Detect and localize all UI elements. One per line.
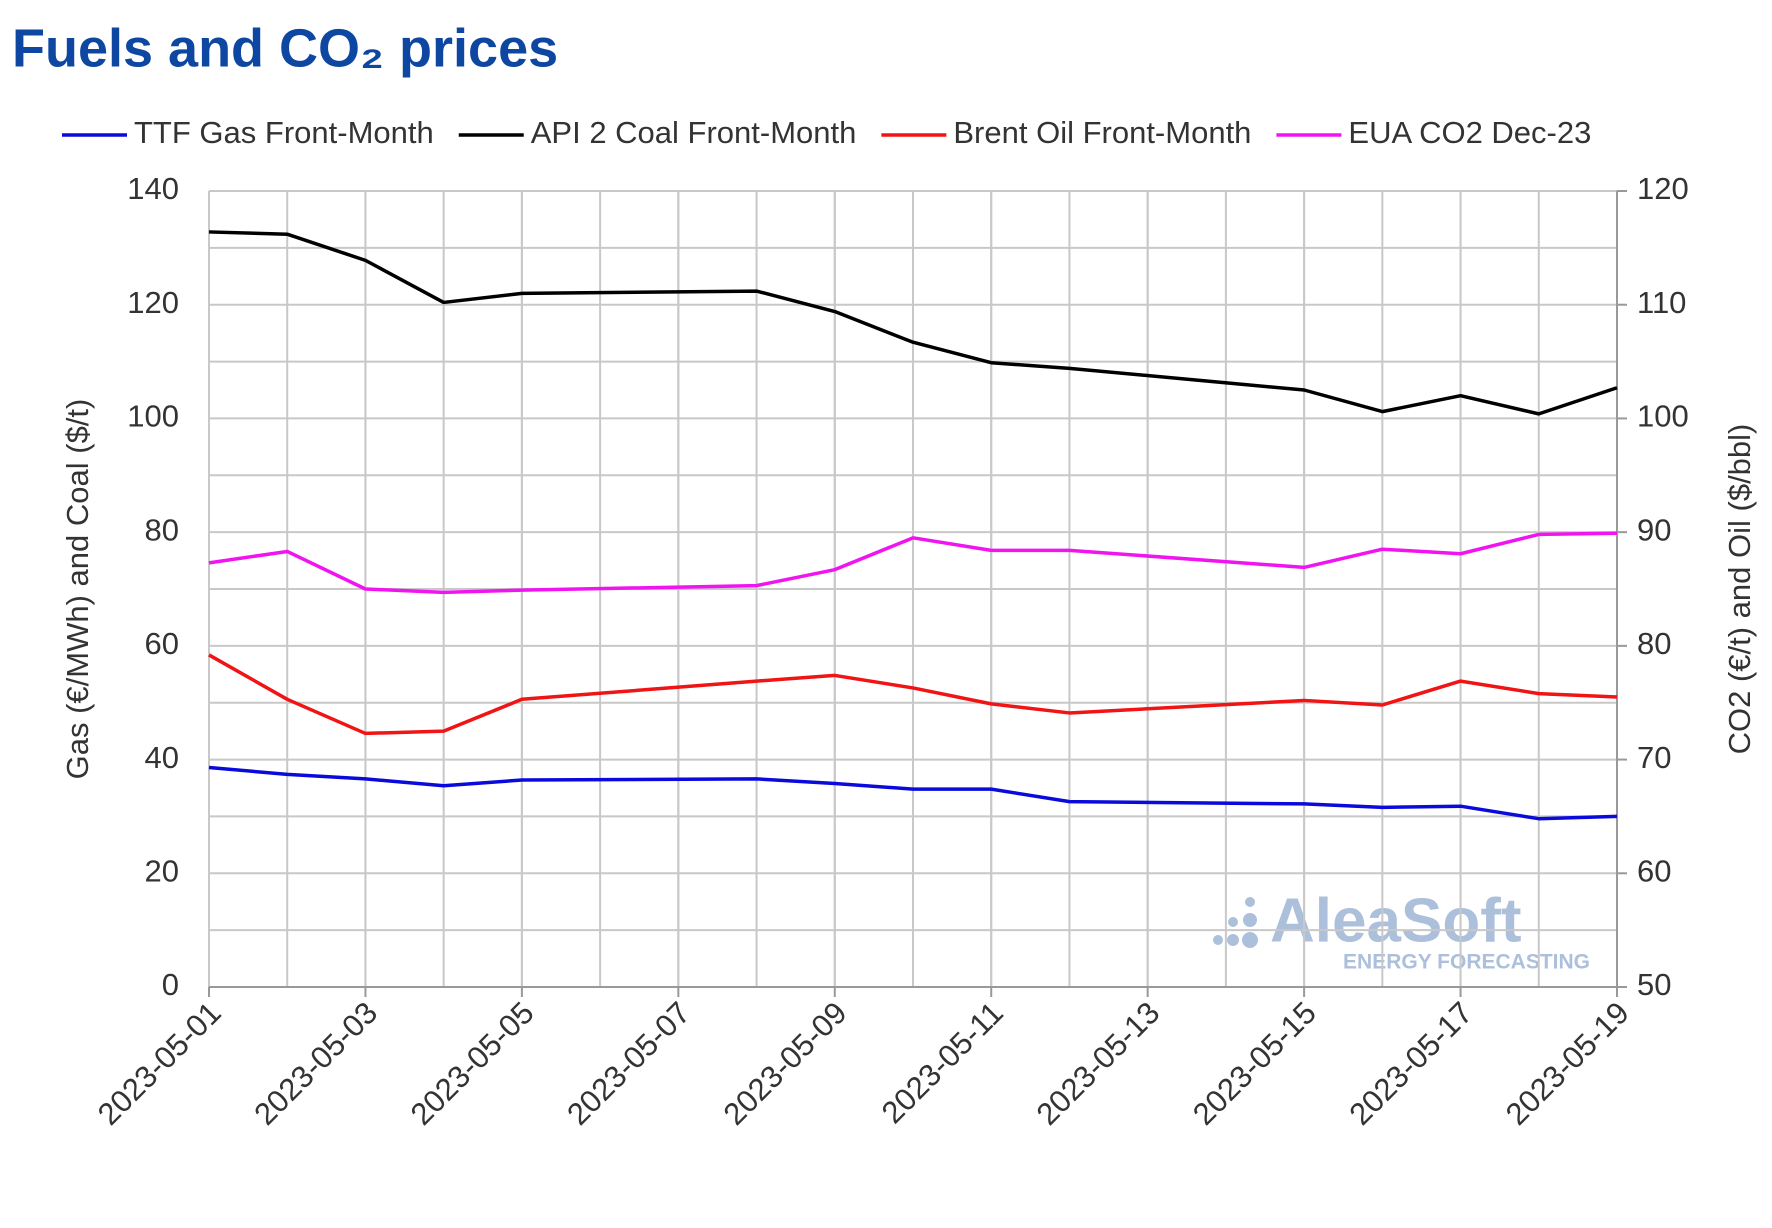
watermark-tagline: ENERGY FORECASTING [1343, 951, 1590, 974]
legend-label: EUA CO2 Dec-23 [1348, 115, 1591, 150]
chart-title: Fuels and CO₂ prices [12, 18, 558, 78]
y2-tick-label: 110 [1637, 285, 1686, 320]
x-tick-label: 2023-05-05 [404, 995, 541, 1132]
x-tick-label: 2023-05-13 [1030, 995, 1167, 1132]
y-tick-label: 120 [127, 285, 179, 320]
y2-tick-label: 70 [1637, 740, 1671, 775]
x-tick-label: 2023-05-17 [1342, 995, 1479, 1132]
legend-label: Brent Oil Front-Month [953, 115, 1251, 150]
line-series [208, 531, 1618, 595]
x-tick-label: 2023-05-15 [1186, 995, 1323, 1132]
x-tick-label: 2023-05-07 [560, 995, 697, 1132]
y2-tick-label: 50 [1637, 967, 1671, 1002]
y-tick-label: 60 [145, 626, 179, 661]
y2-tick-label: 60 [1637, 853, 1671, 888]
x-tick-label: 2023-05-09 [717, 995, 854, 1132]
y-axis-title: Gas (€/MWh) and Coal ($/t) [60, 399, 95, 780]
x-tick-label: 2023-05-01 [91, 995, 228, 1132]
y-tick-label: 40 [145, 740, 179, 775]
x-tick-label: 2023-05-11 [875, 995, 1010, 1130]
y-tick-label: 0 [162, 967, 179, 1002]
y-tick-label: 20 [145, 853, 179, 888]
y2-tick-label: 120 [1637, 171, 1689, 206]
watermark-brand: AleaSoft [1270, 886, 1521, 955]
y2-tick-label: 90 [1637, 512, 1671, 547]
x-tick-label: 2023-05-03 [247, 995, 384, 1132]
y2-axis-title: CO2 (€/t) and Oil ($/bbl) [1722, 424, 1757, 755]
x-tick-label: 2023-05-19 [1499, 995, 1636, 1132]
y-tick-label: 80 [145, 512, 179, 547]
y-tick-label: 100 [127, 399, 179, 434]
y2-tick-label: 100 [1637, 399, 1689, 434]
y2-tick-label: 80 [1637, 626, 1671, 661]
line-series [208, 765, 1618, 821]
grid [208, 190, 1618, 988]
y-tick-label: 140 [127, 171, 179, 206]
legend-label: TTF Gas Front-Month [134, 115, 434, 150]
watermark: AleaSoft ENERGY FORECASTING [1213, 886, 1590, 974]
line-series [208, 230, 1618, 416]
legend-label: API 2 Coal Front-Month [531, 115, 857, 150]
line-series [208, 653, 1618, 736]
